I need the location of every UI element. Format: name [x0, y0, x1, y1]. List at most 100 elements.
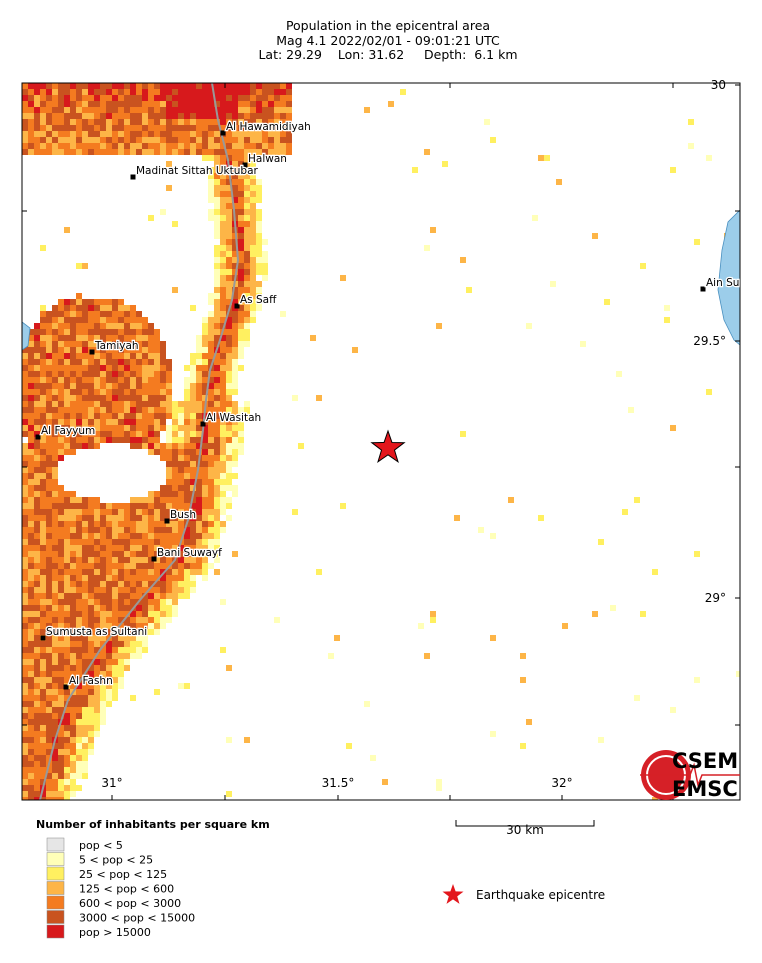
pop-cell [220, 305, 226, 311]
pop-cell [226, 473, 232, 479]
pop-cell [28, 605, 34, 611]
pop-cell [256, 239, 262, 245]
pop-cell [46, 389, 52, 395]
pop-cell [148, 443, 154, 449]
pop-cell [58, 131, 64, 137]
pop-cell [46, 83, 52, 89]
pop-cell [82, 737, 88, 743]
pop-cell [22, 527, 28, 533]
pop-cell [172, 473, 178, 479]
pop-cell [88, 83, 94, 89]
pop-cell [70, 107, 76, 113]
legend-label: 125 < pop < 600 [79, 883, 174, 896]
pop-cell [28, 503, 34, 509]
pop-cell [76, 293, 82, 299]
pop-cell [106, 377, 112, 383]
pop-cell [166, 413, 172, 419]
pop-cell [142, 335, 148, 341]
pop-cell [70, 611, 76, 617]
pop-cell [220, 419, 226, 425]
pop-cell [208, 521, 214, 527]
pop-cell [154, 119, 160, 125]
pop-cell [106, 425, 112, 431]
pop-cell [424, 245, 430, 251]
pop-cell [160, 149, 166, 155]
pop-cell [106, 437, 112, 443]
pop-cell [238, 341, 244, 347]
pop-cell [214, 161, 220, 167]
pop-cell [70, 527, 76, 533]
pop-cell [160, 101, 166, 107]
pop-cell [190, 509, 196, 515]
pop-cell [178, 461, 184, 467]
pop-cell [190, 353, 196, 359]
pop-cell [184, 587, 190, 593]
pop-cell [82, 371, 88, 377]
pop-cell [130, 629, 136, 635]
pop-cell [244, 221, 250, 227]
pop-cell [130, 371, 136, 377]
pop-cell [250, 263, 256, 269]
pop-cell [52, 563, 58, 569]
pop-cell [40, 653, 46, 659]
pop-cell [22, 407, 28, 413]
pop-cell [82, 137, 88, 143]
pop-cell [178, 95, 184, 101]
pop-cell [160, 341, 166, 347]
pop-cell [208, 179, 214, 185]
pop-cell [148, 449, 154, 455]
pop-cell [184, 425, 190, 431]
pop-cell [196, 479, 202, 485]
pop-cell [106, 299, 112, 305]
pop-cell [232, 383, 238, 389]
pop-cell [208, 335, 214, 341]
pop-cell [154, 377, 160, 383]
pop-cell [94, 353, 100, 359]
pop-cell [214, 437, 220, 443]
place-marker [234, 303, 240, 309]
pop-cell [70, 737, 76, 743]
pop-cell [28, 707, 34, 713]
pop-cell [202, 425, 208, 431]
pop-cell [136, 611, 142, 617]
pop-cell [70, 113, 76, 119]
pop-cell [124, 605, 130, 611]
pop-cell [64, 749, 70, 755]
pop-cell [178, 467, 184, 473]
pop-cell [538, 155, 544, 161]
pop-cell [244, 407, 250, 413]
pop-cell [76, 701, 82, 707]
pop-cell [214, 359, 220, 365]
pop-cell [88, 539, 94, 545]
pop-cell [76, 605, 82, 611]
pop-cell [172, 455, 178, 461]
pop-cell [244, 263, 250, 269]
pop-cell [82, 647, 88, 653]
pop-cell [244, 203, 250, 209]
pop-cell [70, 653, 76, 659]
pop-cell [46, 701, 52, 707]
pop-cell [196, 407, 202, 413]
pop-cell [100, 353, 106, 359]
pop-cell [64, 449, 70, 455]
pop-cell [154, 329, 160, 335]
pop-cell [22, 545, 28, 551]
pop-cell [166, 377, 172, 383]
pop-cell [136, 605, 142, 611]
pop-cell [184, 461, 190, 467]
pop-cell [22, 563, 28, 569]
pop-cell [142, 89, 148, 95]
pop-cell [130, 149, 136, 155]
pop-cell [64, 137, 70, 143]
pop-cell [154, 611, 160, 617]
pop-cell [34, 497, 40, 503]
pop-cell [214, 119, 220, 125]
pop-cell [100, 317, 106, 323]
pop-cell [112, 401, 118, 407]
pop-cell [178, 497, 184, 503]
pop-cell [64, 677, 70, 683]
pop-cell [232, 413, 238, 419]
pop-cell [58, 359, 64, 365]
pop-cell [244, 155, 250, 161]
pop-cell [136, 389, 142, 395]
